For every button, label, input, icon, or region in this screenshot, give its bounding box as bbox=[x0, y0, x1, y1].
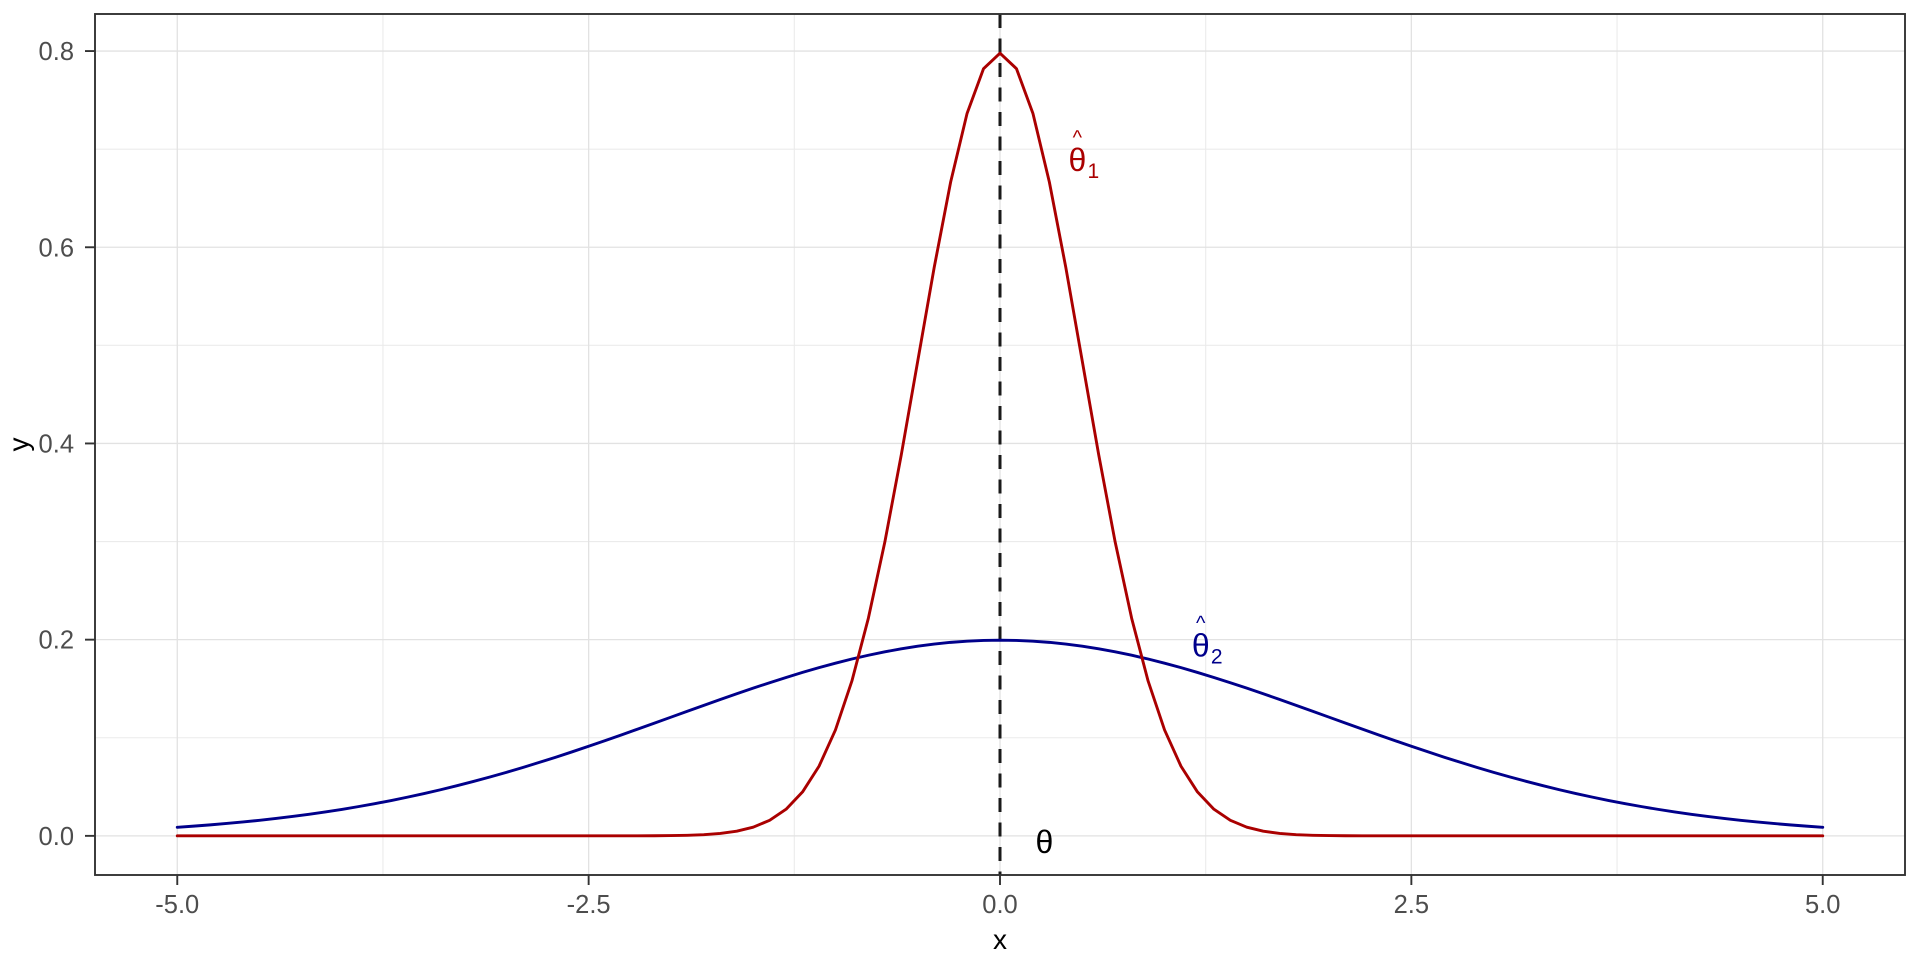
svg-text:y: y bbox=[3, 438, 34, 452]
svg-text:x: x bbox=[993, 924, 1007, 955]
svg-text:-2.5: -2.5 bbox=[567, 891, 611, 919]
svg-text:0.8: 0.8 bbox=[39, 38, 74, 66]
svg-text:θ: θ bbox=[1192, 628, 1210, 664]
svg-text:2.5: 2.5 bbox=[1394, 891, 1429, 919]
svg-text:2: 2 bbox=[1211, 646, 1223, 669]
svg-text:0.4: 0.4 bbox=[39, 430, 74, 458]
svg-text:5.0: 5.0 bbox=[1805, 891, 1840, 919]
svg-text:1: 1 bbox=[1087, 160, 1099, 183]
svg-text:0.6: 0.6 bbox=[39, 234, 74, 262]
svg-text:θ: θ bbox=[1036, 824, 1054, 860]
svg-text:0.0: 0.0 bbox=[982, 891, 1017, 919]
svg-text:0.0: 0.0 bbox=[39, 823, 74, 851]
svg-text:θ: θ bbox=[1068, 142, 1086, 178]
svg-text:-5.0: -5.0 bbox=[155, 891, 199, 919]
svg-text:0.2: 0.2 bbox=[39, 627, 74, 655]
